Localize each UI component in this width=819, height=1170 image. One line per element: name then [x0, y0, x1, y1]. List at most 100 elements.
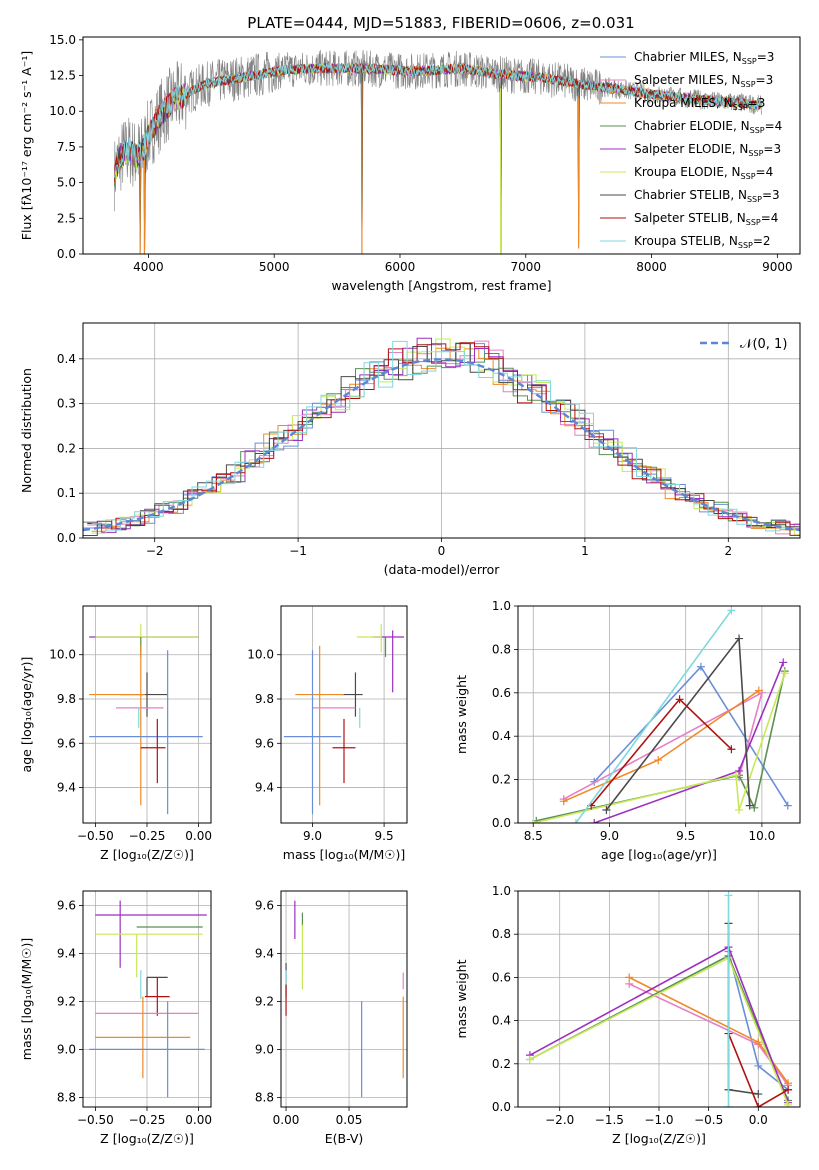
x-tick-label: 0: [438, 544, 446, 558]
legend-label: Kroupa MILES, NSSP=3: [634, 96, 765, 112]
weight-marker: [735, 766, 744, 775]
y-axis-label: mass weight: [454, 959, 469, 1038]
legend-sub: SSP: [742, 57, 757, 66]
weight-line-7: [590, 698, 732, 807]
weight-marker: [779, 658, 788, 667]
y-tick-label: 0.0: [57, 531, 76, 545]
axes-frame: [82, 605, 212, 824]
weight-marker: [783, 801, 792, 810]
residuals-plot: [83, 337, 800, 536]
mass_vs_Z-axes: −0.50 −0.25 0.00 8.8 9.0 9.2 9.4 9.6 Z [log₁₀(Z/…: [19, 890, 212, 1146]
x-axis-label: age [log₁₀(age/yr)]: [601, 847, 717, 862]
y-axis-label: mass weight: [454, 675, 469, 754]
weight-marker: [745, 801, 754, 810]
x-tick-label: 2: [724, 544, 732, 558]
legend-label: Salpeter MILES, NSSP=3: [634, 73, 773, 89]
y-axis-label: age [log₁₀(age/yr)]: [19, 657, 34, 773]
y-tick-label: 0.0: [57, 247, 76, 261]
axes-frame: [82, 890, 212, 1108]
model-line-8: [114, 62, 763, 178]
y-tick-label: 8.8: [57, 1090, 76, 1104]
x-axis-label: (data-model)/error: [384, 562, 501, 577]
mass_vs_EBV-axes: 0.00 0.05 8.8 9.0 9.2 9.4 9.6 E(B-V): [255, 890, 408, 1146]
x-tick-label: −1.0: [644, 1113, 673, 1127]
x-tick-label: −2: [146, 544, 164, 558]
y-tick-label: 12.5: [49, 69, 76, 83]
spectrum-axes: 4000 5000 6000 7000 8000 9000 0.0 2.5 5.0 7.5 10.0…: [19, 33, 801, 293]
x-axis-label: mass [log₁₀(M/M☉)]: [283, 847, 405, 862]
legend-name: Kroupa MILES, N: [634, 96, 733, 110]
spectrum-plot: [114, 49, 763, 254]
axes-frame: [280, 890, 408, 1108]
legend-sub: SSP: [748, 149, 763, 158]
legend-sub: SSP: [738, 241, 753, 250]
x-tick-label: 0.05: [336, 1113, 363, 1127]
weight-marker: [571, 819, 580, 823]
legend-label: Chabrier MILES, NSSP=3: [634, 50, 774, 66]
weight-line-5: [533, 673, 786, 823]
weight-marker: [735, 805, 744, 814]
x-tick-label: 9000: [762, 260, 793, 274]
y-tick-label: 9.6: [57, 898, 76, 912]
legend-suffix: =3: [748, 96, 766, 110]
mass_weight_vs_Z-axes: −2.0 −1.5 −1.0 −0.5 0.0 0.0 0.2 0.4 0.6 0.8 1.0 Z […: [454, 884, 801, 1146]
legend-sub: SSP: [733, 103, 748, 112]
x-tick-label: −0.25: [129, 829, 166, 843]
y-tick-label: 0.2: [57, 441, 76, 455]
y-axis-label: Flux [fλ10⁻¹⁷ erg cm⁻² s⁻¹ A⁻¹]: [19, 51, 34, 240]
x-tick-label: −0.5: [694, 1113, 723, 1127]
legend-name: Chabrier MILES, N: [634, 50, 742, 64]
mass_vs_EBV-plot: [285, 900, 404, 1098]
charts-layer: 4000 5000 6000 7000 8000 90000.02.55.07.510.0…: [19, 33, 801, 1146]
y-tick-label: 0.6: [492, 970, 511, 984]
weight-marker: [735, 634, 744, 643]
y-tick-label: 9.4: [255, 781, 274, 795]
y-tick-label: 9.6: [255, 898, 274, 912]
y-tick-label: 9.4: [57, 946, 76, 960]
legend-suffix: =4: [765, 119, 783, 133]
gaussian-reference-line: [83, 358, 800, 532]
weight-line-7: [727, 1033, 789, 1107]
weight-marker: [727, 606, 736, 615]
y-tick-label: 2.5: [57, 211, 76, 225]
weight-marker: [525, 1055, 534, 1064]
axes-frame: [280, 605, 408, 824]
residual-histogram-1: [87, 340, 800, 535]
y-tick-label: 9.2: [255, 994, 274, 1008]
x-tick-label: 0.00: [273, 1113, 300, 1127]
residual-histogram-6: [83, 343, 800, 536]
x-tick-label: 7000: [511, 260, 542, 274]
weight-marker: [654, 756, 663, 765]
residuals-axes: −2 −1 0 1 2 0.0 0.1 0.2 0.3 0.4 (data-model)/error…: [19, 322, 801, 577]
legend-suffix: =3: [762, 188, 780, 202]
x-tick-label: 0.00: [185, 1113, 212, 1127]
x-tick-label: 6000: [385, 260, 416, 274]
x-tick-label: 8.5: [524, 829, 543, 843]
age_vs_mass-plot: [283, 623, 405, 815]
age_vs_Z-axes: −0.50 −0.25 0.00 9.4 9.6 9.8 10.0 Z [log₁₀(Z/Z☉…: [19, 605, 212, 862]
x-tick-label: −0.50: [77, 829, 114, 843]
legend-label: Kroupa ELODIE, NSSP=4: [634, 165, 773, 181]
y-tick-label: 0.1: [57, 486, 76, 500]
weight-marker: [724, 891, 733, 900]
x-tick-label: 4000: [133, 260, 164, 274]
y-tick-label: 9.4: [57, 781, 76, 795]
legend-label: Kroupa STELIB, NSSP=2: [634, 234, 771, 250]
weight-marker: [754, 686, 763, 695]
legend-sub: SSP: [746, 218, 761, 227]
weight-line-8: [575, 609, 733, 823]
x-tick-label: −0.25: [129, 1113, 166, 1127]
y-tick-label: 0.6: [492, 686, 511, 700]
y-tick-label: 0.8: [492, 642, 511, 656]
legend-suffix: =2: [753, 234, 771, 248]
figure-title: PLATE=0444, MJD=51883, FIBERID=0606, z=0…: [247, 14, 634, 32]
x-axis-label: Z [log₁₀(Z/Z☉)]: [100, 1131, 194, 1146]
mass_weight_vs_age-plot: [529, 606, 792, 823]
x-tick-label: −2.0: [545, 1113, 574, 1127]
y-tick-label: 9.4: [255, 946, 274, 960]
weight-marker: [529, 819, 538, 823]
y-tick-label: 8.8: [255, 1090, 274, 1104]
axes-frame: [82, 322, 801, 539]
legend-suffix: =3: [763, 142, 781, 156]
